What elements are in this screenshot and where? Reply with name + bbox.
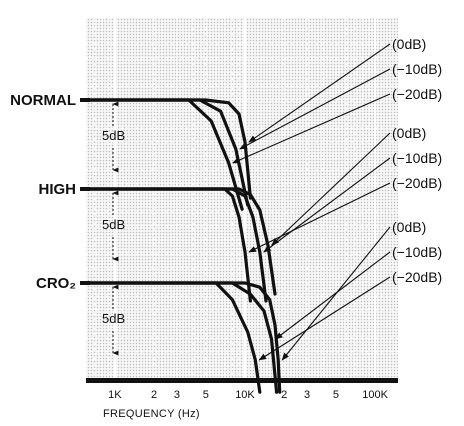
- tape-label: HIGH: [39, 181, 77, 198]
- scale-marker-label: 5dB: [102, 128, 125, 143]
- tape-label: NORMAL: [10, 92, 76, 109]
- level-pointer-arrow: [274, 251, 391, 340]
- x-axis-title: FREQUENCY (Hz): [103, 408, 200, 420]
- level-label: (−20dB): [392, 175, 442, 191]
- level-label: (0dB): [392, 219, 426, 235]
- response-curve: [84, 281, 282, 394]
- x-tick-label: 10K: [235, 389, 255, 401]
- x-axis-line: [86, 378, 398, 383]
- level-pointer-arrow: [271, 132, 391, 246]
- level-pointer-arrow: [248, 43, 391, 143]
- x-tick-label: 100K: [362, 389, 388, 401]
- x-tick-label: 1K: [108, 389, 122, 401]
- level-label: (0dB): [392, 36, 426, 52]
- level-pointer-arrow: [248, 182, 391, 253]
- tape-group-1: [80, 187, 277, 303]
- scale-marker-label: 5dB: [102, 217, 125, 232]
- x-tick-label: 3: [304, 389, 310, 401]
- tape-group-0: [80, 98, 252, 211]
- level-label: (−10dB): [392, 244, 442, 260]
- x-tick-label: 2: [151, 389, 157, 401]
- tape-label: CRO₂: [36, 275, 76, 292]
- response-curve: [84, 187, 252, 303]
- level-label: (0dB): [392, 125, 426, 141]
- x-tick-label: 2: [281, 389, 287, 401]
- level-label: (−10dB): [392, 61, 442, 77]
- level-label: (−20dB): [392, 86, 442, 102]
- level-pointer-arrow: [258, 276, 391, 361]
- x-tick-label: 3: [174, 389, 180, 401]
- scale-marker-label: 5dB: [102, 311, 125, 326]
- labels: NORMAL (0dB) (−10dB) (−20dB) 5dB HIGH (0dB) (−1…: [10, 36, 442, 361]
- level-pointer-arrow: [232, 93, 391, 164]
- level-label: (−20dB): [392, 269, 442, 285]
- x-tick-label: 5: [333, 389, 339, 401]
- x-tick-label: 5: [203, 389, 209, 401]
- level-pointer-arrow: [239, 68, 391, 150]
- tape-group-2: [80, 281, 282, 394]
- response-curves: [80, 98, 282, 394]
- response-curve: [84, 98, 244, 211]
- x-axis: 1K 2 3 5 10K 2 3 5 100K FREQUENCY (Hz): [86, 378, 398, 420]
- response-curve: [84, 281, 262, 394]
- level-label: (−10dB): [392, 150, 442, 166]
- level-pointer-arrow: [263, 157, 391, 253]
